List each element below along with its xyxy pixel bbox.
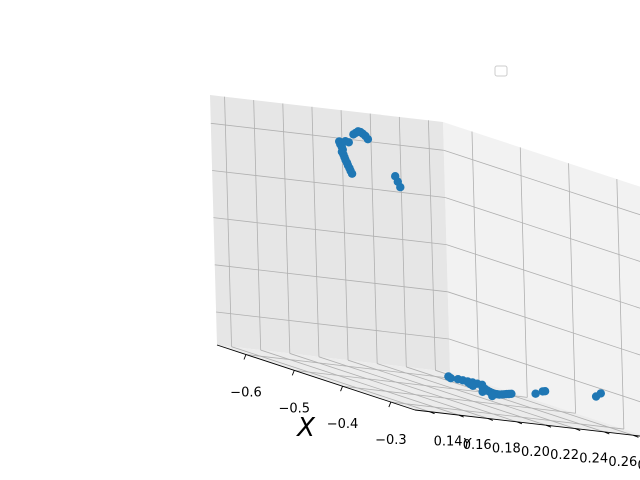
y-tick-label: 0.18 (492, 441, 521, 456)
y-tick-mark (429, 411, 435, 415)
back-pane (443, 122, 640, 435)
floor-pane (217, 345, 640, 437)
grid-line-y-floor (318, 356, 518, 423)
grid-line-y-floor (231, 346, 430, 413)
y-tick-mark (487, 418, 493, 421)
data-points (335, 127, 605, 401)
y-tick-label: 0.26 (608, 455, 637, 470)
grid-line-z-side (212, 170, 446, 198)
grid-line-x-back (568, 163, 576, 414)
grid-line-z-back (448, 338, 640, 403)
x-tick-mark (291, 370, 295, 376)
data-point (341, 137, 350, 146)
data-point (477, 380, 487, 389)
grid-line-y-side (311, 106, 320, 357)
axis-lines (216, 344, 640, 437)
grid-line-y-floor (406, 366, 605, 433)
y-tick-mark (545, 424, 552, 428)
y-tick-label: 0.14 (434, 435, 463, 450)
grid-line-z-back (443, 149, 640, 216)
data-point (347, 169, 357, 178)
grid-line-z-back (447, 291, 640, 356)
side-pane (210, 95, 450, 372)
grid-line-x-back (519, 147, 528, 398)
grid-line-y-side (282, 103, 291, 354)
grid-line-z-side (213, 217, 447, 246)
y-tick-label: 0.22 (550, 448, 579, 463)
data-point (540, 387, 550, 396)
tick-labels: −0.6 −0.5 −0.4 −0.3 0.14 0.16 0.18 0.20 0.22 0.24… (230, 386, 640, 474)
grid-line-x-floor (245, 354, 480, 382)
x-tick-mark (243, 354, 247, 360)
legend-box (494, 65, 508, 77)
y-tick-mark (633, 434, 639, 438)
y-tick-label: 0.20 (521, 445, 550, 460)
grid-line-y-floor (289, 353, 488, 419)
grid-line-y-side (428, 120, 436, 371)
x-tick-mark (388, 401, 392, 408)
y-tick-mark (575, 428, 581, 431)
data-point (363, 135, 373, 144)
data-point (444, 372, 453, 381)
x-tick-mark (340, 386, 343, 392)
y-tick-label: 0.16 (463, 438, 492, 453)
y-tick-mark (458, 414, 464, 418)
y-tick-label: 0.24 (579, 452, 608, 467)
x-tick-label: −0.5 (278, 401, 310, 416)
grid-line-z-side (214, 264, 448, 293)
grid-line-z-back (444, 197, 640, 262)
y-axis-line (414, 409, 640, 437)
grid-line-y-floor (377, 363, 576, 429)
x-tick-label: −0.4 (327, 417, 359, 432)
grid-line-y-floor (260, 349, 459, 416)
x-tick-label: −0.6 (230, 386, 262, 401)
grid-line-x-back (471, 131, 480, 382)
tick-marks (243, 354, 639, 438)
y-tick-mark (516, 421, 523, 425)
grid-line-y-side (224, 96, 232, 347)
grid-line-y-side (253, 100, 262, 351)
grid-line-z-side (210, 122, 444, 151)
data-point (507, 389, 516, 398)
data-point (468, 381, 478, 390)
grid-line-y-side (369, 113, 378, 364)
grid-line-z-side (216, 311, 450, 340)
x-axis-line (216, 344, 416, 411)
grid-lines (210, 96, 640, 436)
grid-line-y-floor (347, 359, 547, 426)
grid-line-z-back (446, 244, 640, 309)
axis-panes (210, 95, 640, 437)
data-point (596, 389, 605, 398)
grid-line-x-floor (390, 401, 624, 430)
data-point (488, 391, 497, 401)
x-axis-label: X (295, 413, 316, 443)
grid-line-x-back (616, 179, 625, 430)
data-point (396, 183, 405, 192)
data-point (478, 387, 487, 396)
x-tick-label: −0.3 (375, 433, 407, 448)
grid-line-y-side (398, 116, 407, 367)
y-axis-label: Y (463, 437, 472, 452)
y-tick-mark (604, 431, 610, 435)
y-tick-label: 0.28 (637, 458, 640, 473)
data-point (531, 389, 540, 398)
grid-line-x-floor (342, 385, 576, 414)
